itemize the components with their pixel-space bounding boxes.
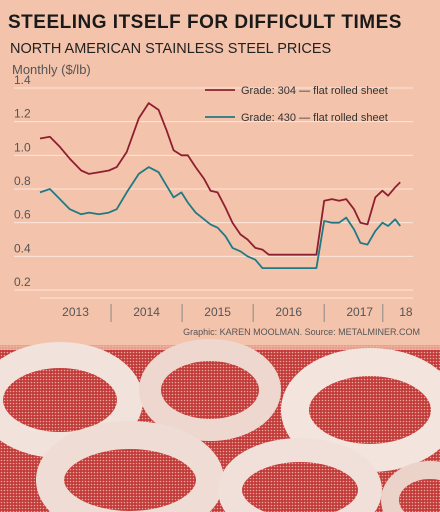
x-tick-label: 2014 bbox=[133, 305, 160, 319]
y-tick-label: 0.4 bbox=[14, 241, 31, 255]
legend-label: Grade: 304 — flat rolled sheet bbox=[241, 85, 388, 97]
x-tick-label: 2016 bbox=[275, 305, 302, 319]
x-tick-label: 2017 bbox=[346, 305, 373, 319]
y-tick-label: 0.8 bbox=[14, 174, 31, 188]
legend-label: Grade: 430 — flat rolled sheet bbox=[241, 112, 388, 124]
y-tick-label: 1.0 bbox=[14, 140, 31, 154]
y-tick-label: 1.4 bbox=[14, 73, 31, 87]
x-tick-label: 18 bbox=[399, 305, 413, 319]
chart-subtitle: NORTH AMERICAN STAINLESS STEEL PRICES bbox=[10, 41, 331, 57]
y-tick-label: 0.6 bbox=[14, 208, 31, 222]
chart-title: STEELING ITSELF FOR DIFFICULT TIMES bbox=[8, 12, 402, 33]
decorative-rings bbox=[0, 320, 440, 512]
y-axis-label: Monthly ($/lb) bbox=[12, 62, 91, 77]
x-tick-label: 2015 bbox=[204, 305, 231, 319]
series-line bbox=[39, 102, 401, 256]
x-tick-label: 2013 bbox=[62, 305, 89, 319]
y-tick-label: 1.2 bbox=[14, 107, 31, 121]
y-tick-label: 0.2 bbox=[14, 275, 31, 289]
source: Graphic: KAREN MOOLMAN. Source: METALMIN… bbox=[183, 327, 420, 337]
series-line bbox=[39, 166, 401, 269]
